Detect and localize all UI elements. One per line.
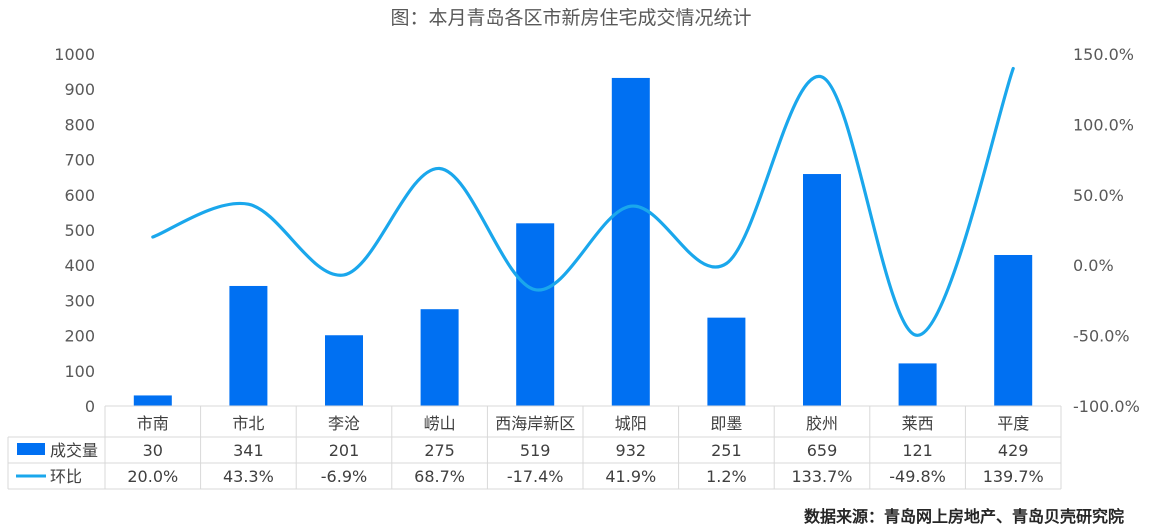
category-label: 市北 — [232, 414, 264, 433]
line-value-label: 43.3% — [223, 467, 274, 486]
bar-value-label: 932 — [616, 441, 647, 460]
bar-9 — [994, 254, 1033, 406]
line-point-6 — [725, 263, 727, 265]
right-tick-label: 50.0% — [1073, 186, 1124, 205]
bar-2 — [325, 335, 363, 406]
legend-bar-label: 成交量 — [50, 441, 98, 460]
bar-3 — [420, 309, 459, 406]
left-tick-label: 100 — [64, 362, 95, 381]
right-tick-label: 0.0% — [1073, 256, 1114, 275]
bar-6 — [707, 317, 746, 406]
category-label: 城阳 — [615, 414, 647, 433]
right-axis: -100.0% -50.0% 0.0% 50.0% 100.0% 150.0% — [1073, 45, 1140, 416]
line-value-label: 139.7% — [983, 467, 1044, 486]
left-tick-label: 900 — [64, 80, 95, 99]
bar-5 — [611, 77, 650, 406]
bar-0 — [133, 395, 172, 406]
right-tick-label: 100.0% — [1073, 115, 1134, 134]
line-point-2 — [343, 274, 345, 276]
category-label: 崂山 — [424, 414, 456, 433]
bar-1 — [229, 285, 268, 406]
legend-bar-swatch — [17, 443, 45, 455]
bar-4 — [516, 223, 555, 406]
right-tick-label: -100.0% — [1073, 397, 1140, 416]
bar-value-label: 519 — [520, 441, 551, 460]
left-tick-label: 400 — [64, 256, 95, 275]
bar-value-label: 121 — [902, 441, 933, 460]
legend-line-label: 环比 — [50, 467, 82, 486]
bar-value-label: 30 — [143, 441, 163, 460]
bar-value-label: 429 — [998, 441, 1029, 460]
left-tick-label: 0 — [85, 397, 95, 416]
chart-title: 图：本月青岛各区市新房住宅成交情况统计 — [390, 7, 751, 29]
line-series — [151, 66, 1015, 337]
left-tick-label: 300 — [64, 291, 95, 310]
category-label: 市南 — [137, 414, 169, 433]
line-value-label: 41.9% — [605, 467, 656, 486]
line-value-label: -49.8% — [889, 467, 946, 486]
category-label: 即墨 — [710, 414, 742, 433]
left-tick-label: 600 — [64, 186, 95, 205]
line-value-label: -17.4% — [507, 467, 564, 486]
line-value-label: -6.9% — [321, 467, 367, 486]
line-point-5 — [630, 205, 632, 207]
line-point-7 — [821, 76, 823, 78]
bar-series — [133, 77, 1033, 406]
line-value-label: 133.7% — [791, 467, 852, 486]
line-point-9 — [1012, 68, 1014, 70]
line-point-1 — [247, 203, 249, 205]
left-tick-label: 500 — [64, 221, 95, 240]
bar-value-label: 201 — [329, 441, 360, 460]
right-tick-label: 150.0% — [1073, 45, 1134, 64]
line-value-label: 20.0% — [127, 467, 178, 486]
category-label: 莱西 — [902, 414, 934, 433]
line-point-3 — [439, 167, 441, 169]
left-tick-label: 1000 — [54, 45, 95, 64]
bar-value-label: 275 — [424, 441, 455, 460]
line-value-label: 1.2% — [706, 467, 747, 486]
category-label: 李沧 — [328, 414, 360, 433]
line-point-0 — [152, 236, 154, 238]
left-tick-label: 700 — [64, 151, 95, 170]
data-table: 市南 市北 李沧 崂山 西海岸新区 城阳 即墨 胶州 莱西 平度 30 341 201 275 519 932… — [7, 405, 1062, 490]
bar-7 — [803, 174, 841, 406]
bar-value-label: 341 — [233, 441, 264, 460]
category-label: 胶州 — [806, 414, 838, 433]
line-point-8 — [917, 334, 919, 336]
category-label: 平度 — [997, 414, 1029, 433]
line-value-label: 68.7% — [414, 467, 465, 486]
left-axis: 0 100 200 300 400 500 600 700 800 900 1000 — [54, 45, 95, 416]
left-tick-label: 200 — [64, 327, 95, 346]
line-path — [151, 66, 1015, 337]
category-label: 西海岸新区 — [495, 414, 575, 433]
bar-value-label: 251 — [711, 441, 742, 460]
source-note: 数据来源：青岛网上房地产、青岛贝壳研究院 — [804, 507, 1124, 526]
bar-value-label: 659 — [807, 441, 838, 460]
left-tick-label: 800 — [64, 115, 95, 134]
line-point-4 — [534, 289, 536, 291]
right-tick-label: -50.0% — [1073, 327, 1130, 346]
bar-8 — [898, 363, 937, 406]
